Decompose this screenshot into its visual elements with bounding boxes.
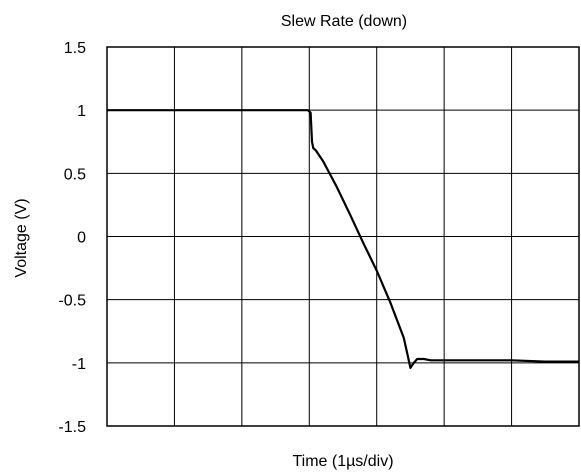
y-tick-label: -1	[72, 356, 86, 373]
y-axis-label: Voltage (V)	[13, 198, 30, 277]
chart-series	[107, 109, 579, 369]
plot-frame	[106, 46, 580, 427]
y-tick-label: 1	[77, 103, 86, 120]
y-tick-label: -1.5	[58, 419, 86, 436]
voltage-trace-line	[107, 109, 579, 369]
y-tick-label: 1.5	[64, 40, 86, 57]
chart-title: Slew Rate (down)	[281, 13, 407, 30]
y-tick-label: -0.5	[58, 293, 86, 310]
chart-grid	[107, 47, 579, 426]
y-tick-label: 0	[77, 230, 86, 247]
y-tick-label: 0.5	[64, 166, 86, 183]
x-axis-label: Time (1µs/div)	[292, 453, 393, 470]
y-tick-labels: 1.5 1 0.5 0 -0.5 -1 -1.5	[58, 40, 86, 436]
